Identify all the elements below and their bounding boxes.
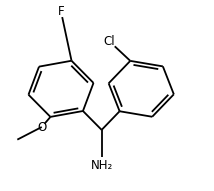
Text: Cl: Cl bbox=[103, 35, 115, 48]
Text: NH₂: NH₂ bbox=[91, 159, 113, 172]
Text: O: O bbox=[37, 121, 46, 134]
Text: F: F bbox=[58, 5, 64, 18]
